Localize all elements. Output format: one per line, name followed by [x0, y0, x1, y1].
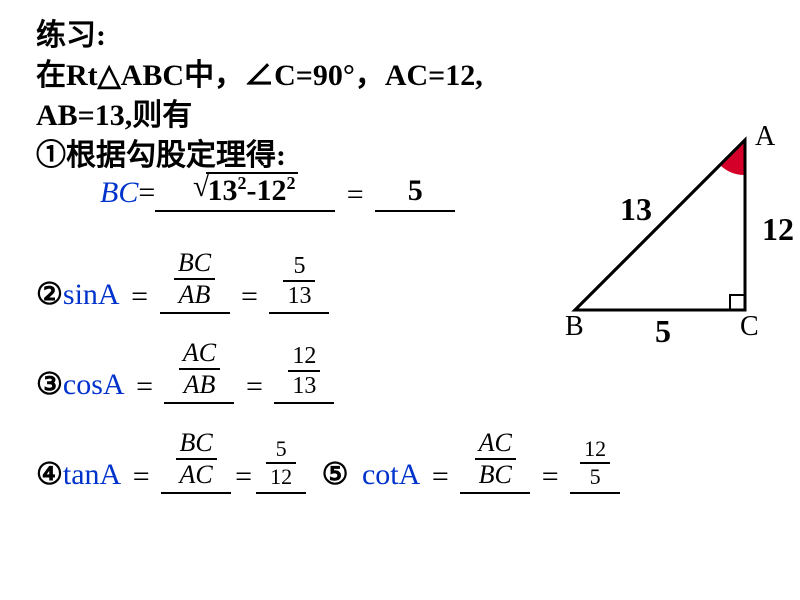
tan-eq1: =: [129, 460, 154, 494]
sqrt-b: -12: [247, 174, 287, 207]
cot-top: AC: [475, 430, 516, 458]
vertex-a: A: [755, 121, 776, 152]
tan-val-top: 5: [266, 438, 296, 462]
cos-eq2: =: [242, 370, 267, 404]
item-1-label: ①根据勾股定理得:: [36, 130, 286, 174]
tan-eq2: =: [231, 460, 256, 494]
l2-post: △ABC中，∠C=90°，AC=12,: [98, 59, 483, 92]
vertex-c: C: [740, 311, 759, 342]
bc-result: 5: [375, 176, 455, 212]
cot-bot: BC: [475, 458, 516, 488]
cotA-label: cotA: [362, 458, 420, 491]
side-13: 13: [620, 191, 652, 227]
cos-val-top: 12: [288, 344, 320, 370]
tanA-label: tanA: [63, 458, 121, 491]
tan-top: BC: [176, 430, 217, 458]
item-3-circle: ③: [36, 368, 63, 401]
side-12: 12: [762, 211, 794, 247]
right-angle-marker: [730, 295, 745, 310]
l2-pre: 在: [36, 59, 66, 92]
bc-eq2: =: [343, 178, 368, 212]
bc-label: BC: [100, 176, 138, 209]
sin-val-top: 5: [283, 254, 315, 280]
tan-bot: AC: [176, 458, 217, 488]
sin-eq2: =: [237, 280, 262, 314]
item-2: ②sinA = BC AB = 5 13: [36, 250, 329, 314]
sin-bot: AB: [174, 278, 215, 308]
item-4-5: ④tanA = BC AC = 5 12 ⑤ cotA = AC BC = 12…: [36, 430, 620, 494]
sin-val-bot: 13: [283, 280, 315, 308]
cos-val-bot: 13: [288, 370, 320, 398]
cos-bot: AB: [179, 368, 220, 398]
sin-eq1: =: [127, 280, 152, 314]
item-3: ③cosA = AC AB = 12 13: [36, 340, 334, 404]
title-line-3: AB=13,则有: [36, 90, 192, 134]
sqrt-exp2: 2: [287, 173, 296, 193]
title-line-1: 练习:: [36, 10, 106, 54]
item-4-circle: ④: [36, 458, 63, 491]
cos-top: AC: [179, 340, 220, 368]
item-5-circle: ⑤: [322, 458, 349, 491]
vertex-b: B: [565, 311, 584, 342]
triangle-diagram: A B C 13 12 5: [540, 120, 800, 380]
sin-top: BC: [174, 250, 215, 278]
cot-val-top: 12: [580, 438, 610, 462]
cot-val-bot: 5: [580, 462, 610, 488]
tan-val-bot: 12: [266, 462, 296, 488]
cos-eq1: =: [132, 370, 157, 404]
bc-eq1: =: [138, 176, 155, 209]
cosA-label: cosA: [63, 368, 125, 401]
item-2-circle: ②: [36, 278, 63, 311]
sqrt-a: 13: [208, 174, 238, 207]
title-line-2: 在Rt△ABC中，∠C=90°，AC=12,: [36, 50, 483, 94]
side-5: 5: [655, 313, 671, 349]
cot-eq1: =: [428, 460, 453, 494]
sqrt-exp1: 2: [238, 173, 247, 193]
bc-equation: BC= √ 132-122 = 5: [100, 172, 455, 212]
l2-rt: Rt: [66, 59, 98, 92]
sinA-label: sinA: [63, 278, 120, 311]
cot-eq2: =: [538, 460, 563, 494]
